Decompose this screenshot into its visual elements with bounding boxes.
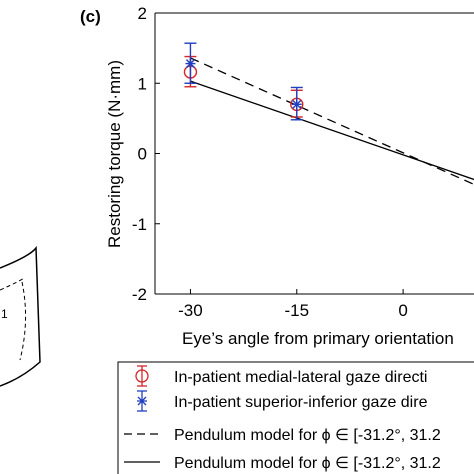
y-tick-label: -1 [132, 215, 147, 234]
left-fragment-dashed-arc [0, 277, 25, 291]
plot-axes [154, 12, 474, 295]
legend-entry-label: In-patient medial-lateral gaze directi [174, 369, 427, 386]
legend: In-patient medial-lateral gaze directi In… [117, 361, 474, 474]
y-tick-label: -2 [132, 285, 147, 304]
legend-box [117, 361, 474, 474]
data-point-star [291, 99, 302, 110]
panel-label: (c) [80, 7, 101, 26]
legend-circle-marker [135, 369, 149, 383]
legend-entry-label: Pendulum model for ϕ ∈ [-31.2°, 31.2 [174, 427, 441, 444]
solid-model-line [190, 80, 474, 181]
x-tick-label: -30 [178, 301, 203, 320]
left-fragment-dashed-curve [19, 281, 27, 361]
chart-marks [183, 42, 474, 186]
left-fragment-outline [0, 245, 41, 387]
y-tick-label: 0 [138, 145, 147, 164]
left-panel-fragment: 1 [0, 245, 41, 387]
x-tick-label: 0 [398, 301, 407, 320]
y-tick-label: 2 [138, 4, 147, 23]
x-tick-label: -15 [284, 301, 309, 320]
y-axis-label: Restoring torque (N·mm) [105, 60, 124, 248]
x-axis-label: Eye’s angle from primary orientation [182, 329, 454, 348]
left-fragment-label: 1 [1, 307, 8, 321]
legend-entry-label: In-patient superior-inferior gaze dire [174, 394, 428, 411]
dashed-model-line [190, 57, 474, 186]
tick-labels: -2 -1 0 1 2 -30 -15 0 [132, 4, 408, 320]
y-tick-label: 1 [138, 74, 147, 93]
data-point-star [185, 58, 196, 69]
legend-entry-label: Pendulum model for ϕ ∈ [-31.2°, 31.2 [174, 455, 441, 472]
legend-star-marker [137, 396, 147, 406]
